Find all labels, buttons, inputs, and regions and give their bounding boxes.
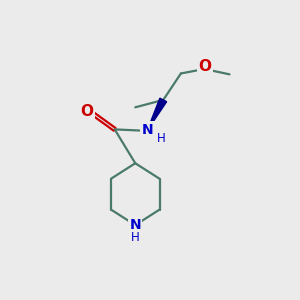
- Text: N: N: [142, 123, 154, 137]
- Text: O: O: [199, 58, 212, 74]
- Text: O: O: [80, 104, 94, 119]
- Text: N: N: [130, 218, 141, 232]
- Text: H: H: [131, 231, 140, 244]
- Text: H: H: [157, 132, 166, 145]
- Polygon shape: [147, 98, 167, 131]
